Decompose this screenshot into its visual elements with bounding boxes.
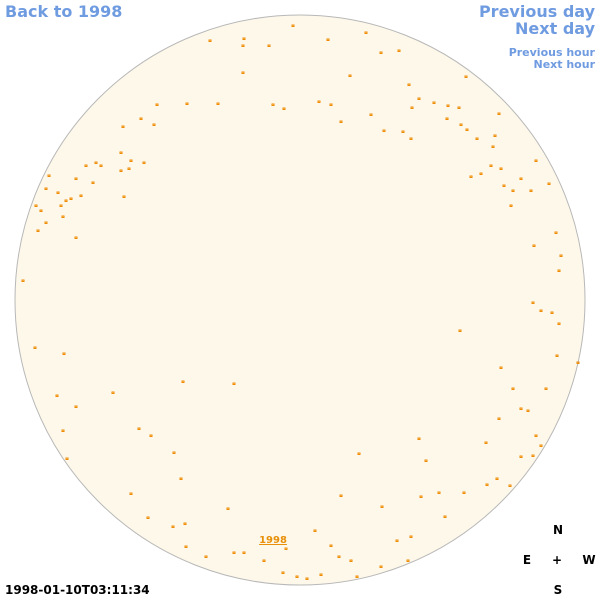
next-hour-link[interactable]: Next hour — [534, 58, 596, 71]
back-link[interactable]: Back to 1998 — [5, 2, 122, 21]
solar-disk — [14, 14, 586, 586]
compass-north: N — [553, 523, 563, 537]
compass-center: + — [552, 553, 562, 567]
compass-west: W — [582, 553, 595, 567]
disk-year-link[interactable]: 1998 — [259, 535, 287, 546]
compass-east: E — [523, 553, 531, 567]
previous-day-link[interactable]: Previous day — [479, 2, 596, 21]
next-day-link[interactable]: Next day — [515, 19, 596, 38]
previous-hour-link[interactable]: Previous hour — [509, 46, 596, 59]
active-region-contours — [21, 24, 580, 580]
compass-south: S — [554, 583, 563, 597]
timestamp: 1998-01-10T03:11:34 — [5, 583, 150, 597]
